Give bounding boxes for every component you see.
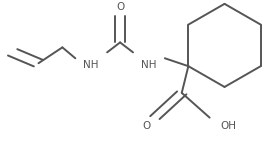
Text: OH: OH (220, 121, 236, 131)
Text: O: O (143, 121, 151, 131)
Text: O: O (116, 2, 124, 12)
Text: NH: NH (141, 60, 157, 70)
Text: NH: NH (83, 60, 99, 70)
